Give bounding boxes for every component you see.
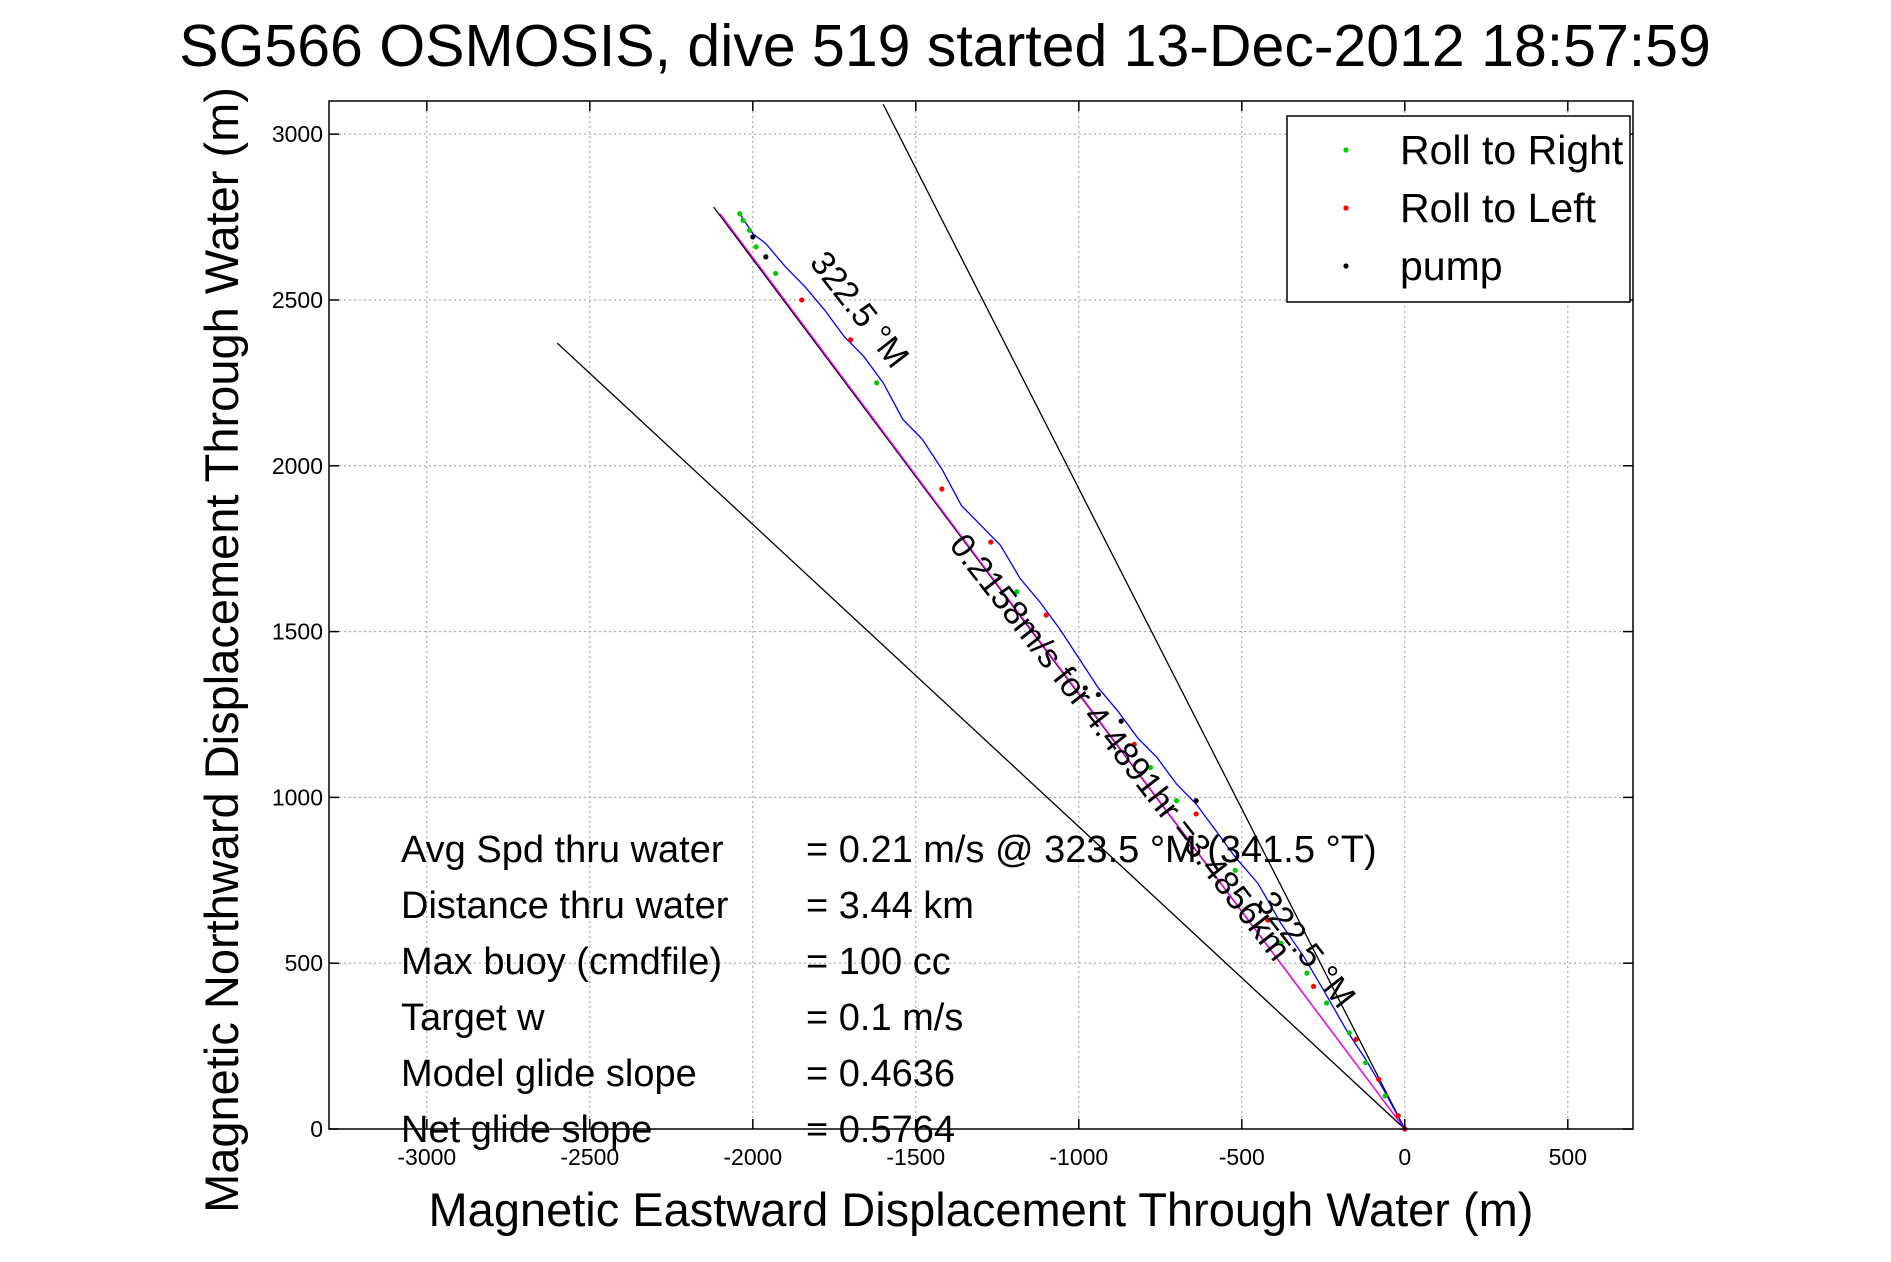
y-tick-label: 1500 [272,619,323,645]
stat-label: Avg Spd thru water [401,829,724,871]
stat-value: = 0.1 m/s [806,997,963,1039]
stats-block: Avg Spd thru water = 0.21 m/s @ 323.5 °M … [401,829,1377,1151]
y-axis-label: Magnetic Northward Displacement Through … [195,87,248,1213]
x-tick-label: -1500 [886,1144,945,1170]
reference-lines [556,104,1406,1130]
roll-right-point [753,244,759,250]
stat-value: = 100 cc [806,941,951,983]
roll-right-point [1304,970,1310,976]
reference-line [719,213,1406,1130]
x-tick-label: -500 [1219,1144,1265,1170]
roll-right-point [874,380,880,386]
y-tick-label: 2000 [272,453,323,479]
roll-left-point [1193,811,1199,817]
roll-right-point [1323,1000,1330,1006]
roll-right-point [1232,867,1238,873]
roll-left-point [988,539,994,545]
stat-label: Max buoy (cmdfile) [401,941,722,983]
roll-right-point [1174,798,1180,804]
roll-left-point [1265,917,1271,923]
point-markers [737,211,1408,1132]
chart-title: SG566 OSMOSIS, dive 519 started 13-Dec-2… [179,13,1711,79]
roll-right-point [1014,589,1020,595]
y-tick-label: 500 [285,950,323,976]
x-tick-label: 500 [1549,1144,1587,1170]
y-tick-label: 3000 [272,121,323,147]
pump-point [1193,798,1199,804]
legend-marker [1343,147,1349,153]
track-layer [739,213,1406,1130]
y-tick-label: 0 [310,1116,323,1142]
roll-left-point [1043,612,1049,618]
pump-point [750,234,756,240]
legend-marker [1343,263,1349,269]
x-tick-label: -1000 [1049,1144,1108,1170]
stat-value: = 3.44 km [806,885,974,927]
legend-marker [1343,205,1349,211]
roll-left-point [1376,1076,1382,1082]
roll-left-point [1353,1036,1359,1043]
roll-left-point [1131,741,1137,747]
stat-value: = 0.4636 [806,1053,955,1095]
roll-left-point [1310,983,1317,990]
pump-point [1118,718,1124,724]
y-tick-label: 2500 [272,287,323,313]
roll-right-point [737,211,743,217]
legend-label: Roll to Right [1400,127,1624,173]
roll-right-point [746,227,753,233]
legend-label: pump [1400,243,1503,289]
x-tick-label: -3000 [397,1144,456,1170]
x-tick-label: -2000 [723,1144,782,1170]
stat-value: = 0.5764 [806,1109,955,1151]
roll-left-point [799,297,805,303]
roll-right-point [1382,1093,1388,1099]
x-tick-label: -2500 [560,1144,619,1170]
legend: Roll to Right Roll to Left pump [1286,115,1631,303]
roll-right-point [1363,1060,1369,1066]
roll-right-point [1346,1030,1352,1036]
y-ticks: 0 500 1000 1500 2000 2500 3000 [272,121,1633,1142]
legend-label: Roll to Left [1400,185,1597,231]
pump-point [1082,685,1088,691]
stat-label: Model glide slope [401,1053,697,1095]
pump-point [763,254,769,260]
roll-right-point [1278,940,1284,946]
stat-label: Net glide slope [401,1109,652,1151]
reference-line [556,342,1406,1130]
x-tick-label: 0 [1398,1144,1411,1170]
roll-left-point [848,337,854,343]
roll-right-point [773,270,779,277]
x-axis-label: Magnetic Eastward Displacement Through W… [429,1183,1534,1236]
pump-point [1095,691,1101,698]
roll-right-point [1147,764,1154,771]
y-tick-label: 1000 [272,784,323,810]
x-ticks: -3000 -2500 -2000 -1500 -1000 -500 0 500 [397,101,1587,1170]
roll-right-point [740,217,746,223]
plot-frame [328,100,1634,1130]
roll-left-point [1395,1113,1401,1119]
stat-label: Distance thru water [401,885,729,927]
stat-value: = 0.21 m/s @ 323.5 °M (341.5 °T) [806,829,1377,871]
reference-line [882,104,1406,1130]
roll-left-point [939,486,945,492]
stat-label: Target w [401,997,545,1039]
track-line [739,213,1406,1130]
